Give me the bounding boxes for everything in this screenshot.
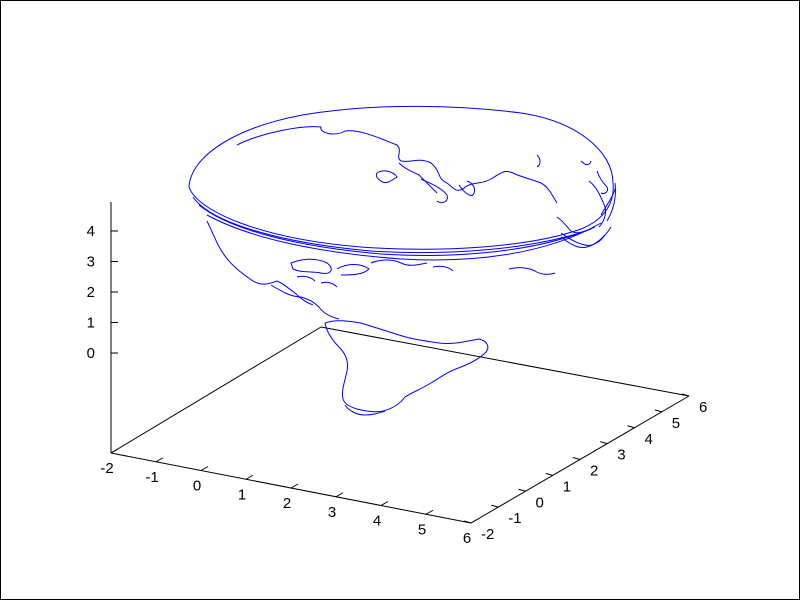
y-tick-mark (600, 441, 608, 445)
x-tick-mark (425, 509, 434, 515)
x-tick-label: -1 (145, 469, 158, 486)
x-tick-label: 5 (418, 521, 426, 538)
north-america-inner (290, 258, 332, 274)
z-tick-label: 0 (87, 345, 95, 362)
x-tick-label: 3 (328, 504, 336, 521)
caribbean-islands (296, 275, 338, 288)
rim-right-arc (560, 226, 612, 248)
y-tick-mark (572, 457, 581, 460)
y-tick-mark (627, 425, 635, 429)
y-tick-mark (654, 409, 662, 413)
x-tick-mark (200, 466, 209, 471)
y-tick-label: 3 (617, 447, 625, 464)
x-tick-label: 2 (283, 495, 291, 512)
hudson-bay (336, 264, 370, 276)
central-america (270, 284, 340, 320)
rim-front-edge (188, 182, 614, 250)
mediterranean-coast (375, 162, 438, 194)
x-tick-mark (155, 457, 164, 463)
x-tick-mark (245, 474, 254, 480)
z-tick-label: 4 (87, 223, 95, 240)
y-tick-label: 6 (699, 399, 707, 416)
x-tick-label: -2 (100, 460, 113, 477)
greenland-coast (508, 267, 556, 275)
z-tick-label: 1 (87, 315, 95, 332)
x-tick-label: 1 (238, 486, 246, 503)
x-tick-mark (335, 492, 344, 498)
asia-east-coast (512, 154, 592, 204)
y-tick-mark (518, 488, 526, 492)
rim-inner-band-4 (600, 182, 616, 222)
y-tick-label: 4 (645, 431, 653, 448)
y-tick-label: -1 (508, 510, 521, 527)
rim-east-islands (556, 180, 606, 234)
y-tick-mark (491, 504, 499, 508)
x-tick-mark (110, 448, 119, 454)
y-tick-mark (681, 393, 690, 397)
australia-coast (560, 232, 606, 246)
y-tick-mark (463, 520, 472, 524)
x-tick-label: 6 (463, 530, 471, 547)
south-america-coast (324, 320, 489, 413)
coastline-surface (188, 105, 616, 416)
rim-inner-band (192, 196, 587, 254)
north-america-coast (206, 220, 314, 306)
base-back-right-line (320, 326, 690, 397)
x-tick-label: 0 (193, 478, 201, 495)
z-tick-label: 2 (87, 284, 95, 301)
base-back-left-line (110, 326, 322, 454)
y-tick-label: 5 (672, 415, 680, 432)
japan-coast (596, 170, 608, 194)
z-tick-label: 3 (87, 254, 95, 271)
y-tick-label: 1 (563, 478, 571, 495)
rim-inner-band-2 (198, 204, 596, 256)
x-tick-label: 4 (373, 513, 381, 530)
rim-back-edge (188, 105, 614, 188)
axes: -2 -1 0 1 2 3 4 5 6 -2 -1 0 1 2 3 4 5 6 0 1 2 3 4 (87, 202, 707, 547)
eurasia-coast (236, 126, 514, 191)
y-tick-mark (545, 472, 553, 476)
india-coast (458, 180, 476, 196)
x-tick-mark (470, 518, 479, 524)
y-tick-label: 2 (590, 463, 598, 480)
arctic-islands (370, 259, 454, 272)
y-tick-label: 0 (536, 494, 544, 511)
x-tick-mark (290, 483, 299, 489)
y-tick-label: -2 (481, 526, 494, 543)
rim-inner-band-3 (206, 214, 602, 261)
x-tick-mark (380, 501, 389, 506)
south-america-tip (344, 404, 386, 416)
arabia-coast (420, 178, 448, 204)
